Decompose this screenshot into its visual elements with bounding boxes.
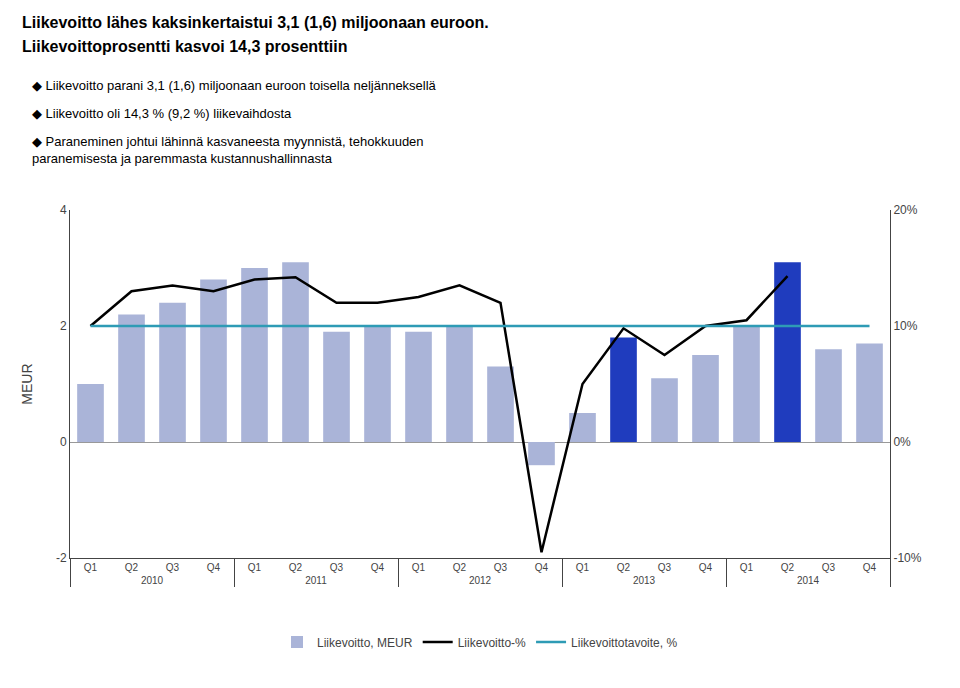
svg-text:◆ Liikevoitto parani 3,1 (1,6): ◆ Liikevoitto parani 3,1 (1,6) miljoonaa… [32, 78, 437, 93]
svg-text:Liikevoitto-%: Liikevoitto-% [458, 636, 526, 650]
svg-text:2011: 2011 [305, 575, 327, 586]
svg-text:Q1: Q1 [84, 562, 98, 573]
svg-text:Liikevoittotavoite, %: Liikevoittotavoite, % [571, 636, 677, 650]
svg-text:20%: 20% [893, 203, 917, 217]
svg-text:-10%: -10% [893, 551, 921, 565]
svg-text:Q3: Q3 [166, 562, 180, 573]
svg-text:0%: 0% [893, 435, 911, 449]
svg-text:10%: 10% [893, 319, 917, 333]
svg-text:Q2: Q2 [453, 562, 467, 573]
svg-text:4: 4 [60, 203, 67, 217]
svg-text:Q2: Q2 [781, 562, 795, 573]
svg-text:2: 2 [60, 319, 67, 333]
svg-text:0: 0 [60, 435, 67, 449]
svg-text:Q4: Q4 [371, 562, 385, 573]
svg-text:Q1: Q1 [576, 562, 590, 573]
svg-text:Q3: Q3 [822, 562, 836, 573]
svg-text:Q2: Q2 [289, 562, 303, 573]
svg-text:2012: 2012 [469, 575, 492, 586]
svg-text:Liikevoittoprosentti kasvoi 14: Liikevoittoprosentti kasvoi 14,3 prosent… [22, 38, 347, 55]
svg-text:Q4: Q4 [699, 562, 713, 573]
svg-text:2013: 2013 [633, 575, 656, 586]
svg-text:Q3: Q3 [494, 562, 508, 573]
svg-text:Q2: Q2 [125, 562, 139, 573]
svg-text:Q1: Q1 [740, 562, 754, 573]
svg-text:Q4: Q4 [863, 562, 877, 573]
svg-text:Liikevoitto, MEUR: Liikevoitto, MEUR [317, 636, 413, 650]
svg-text:◆ Paraneminen johtui lähinnä k: ◆ Paraneminen johtui lähinnä kasvaneesta… [32, 134, 424, 166]
svg-text:Q1: Q1 [412, 562, 426, 573]
svg-text:2010: 2010 [141, 575, 164, 586]
svg-text:Q4: Q4 [535, 562, 549, 573]
svg-text:2014: 2014 [797, 575, 820, 586]
svg-text:MEUR: MEUR [19, 363, 35, 404]
svg-text:Q2: Q2 [617, 562, 631, 573]
svg-text:Liikevoitto lähes kaksinkertai: Liikevoitto lähes kaksinkertaistui 3,1 (… [22, 14, 489, 31]
svg-text:◆ Liikevoitto oli 14,3 % (9,2: ◆ Liikevoitto oli 14,3 % (9,2 %) liikeva… [32, 106, 292, 121]
svg-text:Q3: Q3 [330, 562, 344, 573]
svg-text:Q3: Q3 [658, 562, 672, 573]
svg-text:Q1: Q1 [248, 562, 262, 573]
svg-text:-2: -2 [56, 551, 67, 565]
svg-text:Q4: Q4 [207, 562, 221, 573]
